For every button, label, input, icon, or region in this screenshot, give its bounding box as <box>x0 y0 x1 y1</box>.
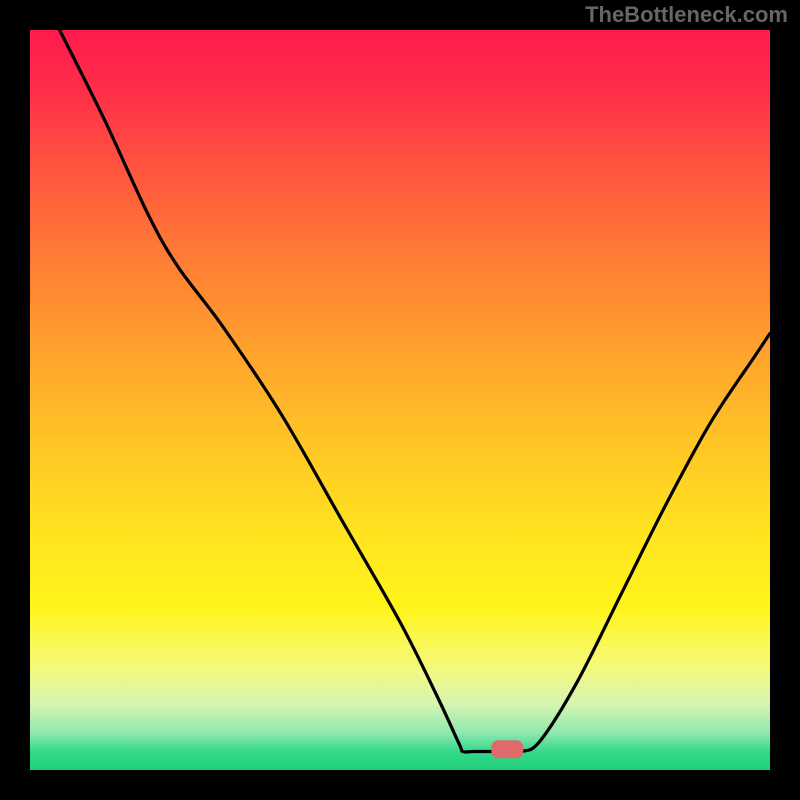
optimum-marker <box>491 740 523 758</box>
watermark-text: TheBottleneck.com <box>585 2 788 27</box>
bottleneck-chart: TheBottleneck.com <box>0 0 800 800</box>
gradient-background <box>30 30 770 770</box>
chart-svg: TheBottleneck.com <box>0 0 800 800</box>
